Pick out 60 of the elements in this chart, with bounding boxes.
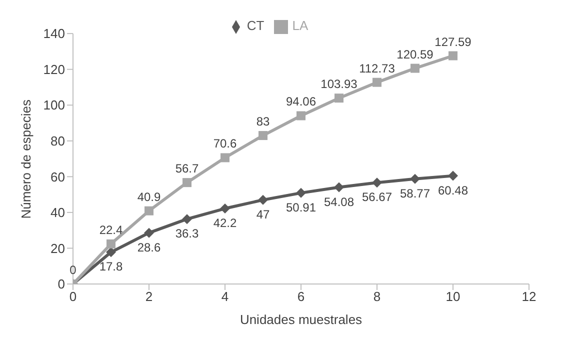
- point: [144, 228, 154, 238]
- data-label: 54.08: [324, 194, 354, 209]
- x-tick-label: 4: [221, 289, 229, 304]
- data-label: 58.77: [400, 186, 430, 200]
- point: [410, 174, 420, 184]
- y-tick-label: 60: [50, 169, 65, 184]
- point: [144, 206, 154, 216]
- y-tick-label: 140: [43, 26, 65, 42]
- point: [372, 78, 382, 87]
- x-tick-label: 2: [145, 289, 153, 304]
- point: [448, 51, 458, 60]
- data-label: 83: [256, 114, 270, 129]
- data-label: 103.93: [320, 77, 358, 92]
- y-tick-label: 40: [50, 205, 65, 220]
- data-label: 56.7: [175, 162, 199, 176]
- data-label: 17.8: [99, 260, 123, 274]
- point: [448, 170, 458, 181]
- x-axis-title: Unidades muestrales: [240, 312, 363, 327]
- legend-label: LA: [292, 18, 308, 33]
- data-label: 22.4: [99, 222, 123, 237]
- data-label: 70.6: [213, 136, 237, 151]
- point: [258, 131, 268, 140]
- y-tick-label: 80: [50, 134, 65, 149]
- point: [106, 239, 116, 248]
- point: [258, 194, 268, 205]
- point: [106, 247, 116, 258]
- data-label: 40.9: [137, 190, 161, 204]
- data-label: 94.06: [286, 94, 316, 109]
- data-label: 60.48: [438, 183, 468, 198]
- legend-label: CT: [246, 18, 264, 33]
- y-tick-label: 100: [43, 98, 65, 113]
- point: [220, 153, 230, 162]
- point: [182, 178, 192, 188]
- y-tick-label: 20: [50, 240, 65, 256]
- data-label: 112.73: [359, 61, 396, 76]
- point: [296, 111, 306, 120]
- point: [410, 64, 420, 73]
- x-tick-label: 0: [69, 289, 77, 304]
- y-tick-label: 0: [58, 276, 65, 292]
- x-tick-label: 12: [522, 289, 536, 304]
- x-tick-label: 8: [373, 289, 381, 304]
- data-label: 0: [70, 263, 77, 277]
- data-label: 50.91: [286, 200, 316, 214]
- point: [296, 188, 306, 198]
- data-label: 47: [256, 207, 270, 222]
- data-label: 36.3: [175, 226, 199, 241]
- x-tick-label: 6: [297, 289, 305, 304]
- data-label: 28.6: [137, 240, 161, 254]
- point: [182, 214, 192, 224]
- data-label: 56.67: [362, 190, 392, 204]
- y-tick-label: 120: [43, 62, 65, 77]
- point: [220, 204, 230, 214]
- y-axis-title: Número de especies: [18, 99, 34, 219]
- point: [334, 182, 344, 192]
- data-label: 42.2: [213, 216, 237, 230]
- point: [334, 94, 344, 103]
- x-tick-label: 10: [446, 289, 460, 304]
- data-label: 120.59: [396, 47, 434, 62]
- data-label: 127.59: [434, 34, 472, 49]
- point: [372, 178, 382, 188]
